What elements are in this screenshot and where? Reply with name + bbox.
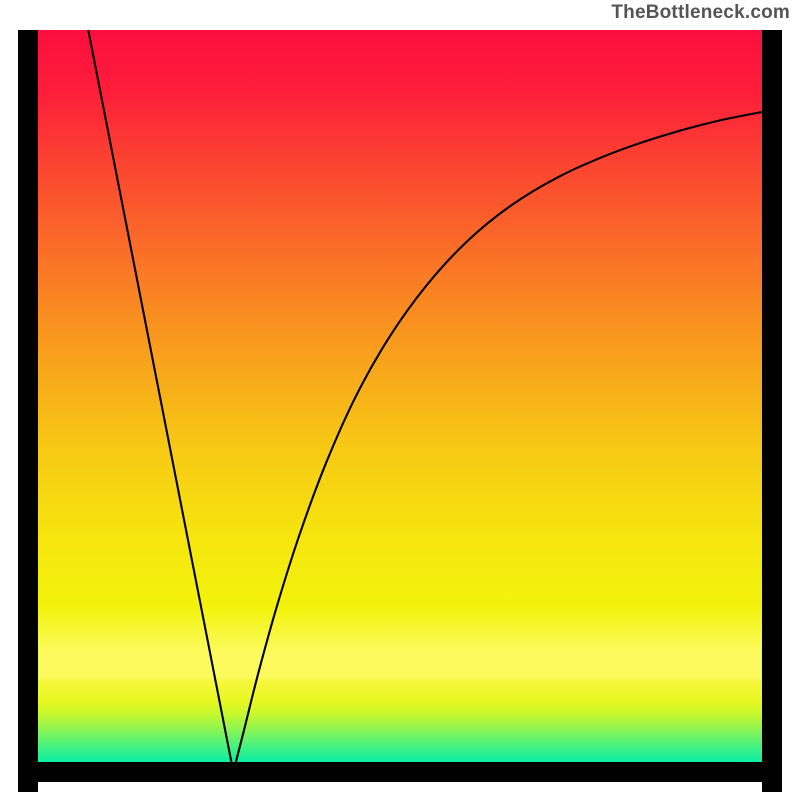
bottleneck-chart: TheBottleneck.com (0, 0, 800, 800)
chart-svg (0, 0, 800, 800)
watermark-text: TheBottleneck.com (611, 2, 790, 24)
